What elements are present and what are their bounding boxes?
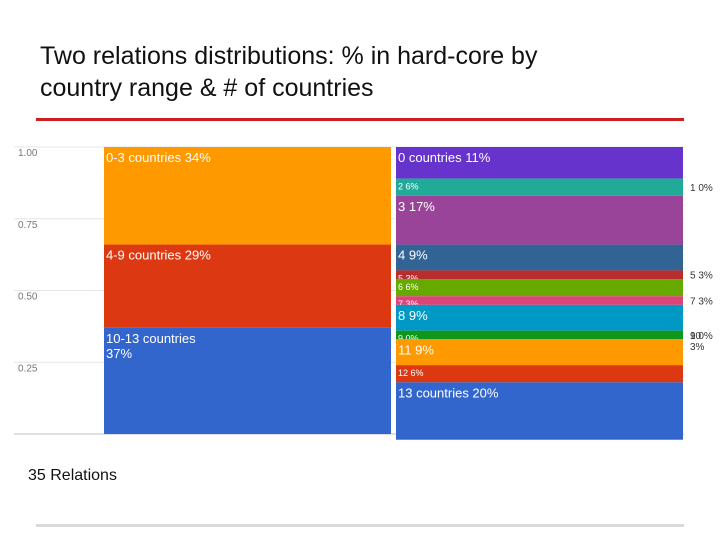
segment-rect (396, 270, 683, 280)
y-tick-label: 1.00 (18, 148, 38, 159)
bar-segment: 11 9% (396, 339, 683, 366)
segment-label: 3 17% (398, 199, 435, 214)
segment-rect (396, 339, 683, 366)
y-tick-label: 0.50 (18, 292, 38, 303)
segment-label: 37% (106, 346, 132, 361)
segment-label: 12 6% (398, 368, 424, 378)
bar-segment: 4 9% (396, 244, 683, 271)
segment-rect (396, 195, 683, 245)
segment-rect (104, 327, 391, 434)
bar-segment: 5 3% (396, 270, 683, 283)
segment-rect (396, 244, 683, 271)
segment-label: 8 9% (398, 308, 428, 323)
segment-rect (396, 365, 683, 383)
segment-label: 10-13 countries (106, 331, 196, 346)
bar-segment: 8 9% (396, 304, 683, 331)
segment-rect (396, 178, 683, 196)
bar-segment: 0 countries 11% (396, 147, 683, 179)
segment-label: 9 0% (398, 334, 419, 344)
segment-rect (104, 244, 391, 328)
segment-side-label: 7 3% (690, 297, 713, 308)
segment-label: 4-9 countries 29% (106, 248, 211, 263)
segment-side-label: 5 3% (690, 271, 713, 282)
y-tick-label: 0.25 (18, 363, 38, 374)
segment-label: 0 countries 11% (398, 150, 491, 165)
segment-side-label: 10 (690, 331, 702, 342)
segment-rect (396, 279, 683, 297)
title-divider (36, 118, 684, 121)
segment-label: 0-3 countries 34% (106, 150, 211, 165)
bar-segment: 4-9 countries 29% (104, 244, 391, 328)
segment-label: 6 6% (398, 282, 419, 292)
segment-side-label: 3% (690, 342, 705, 353)
bar-segment: 0-3 countries 34% (104, 147, 391, 245)
segment-side-label: 9 0% (690, 331, 713, 342)
segment-rect (104, 147, 391, 245)
segment-rect (396, 296, 683, 305)
segment-label: 4 9% (398, 248, 428, 263)
bar-segment: 12 6% (396, 365, 683, 383)
bar-segment: 6 6% (396, 279, 683, 297)
bar-segment: 3 17% (396, 195, 683, 245)
segment-label: 5 3% (398, 273, 419, 283)
segment-label: 13 countries 20% (398, 385, 499, 400)
footer-divider (36, 524, 684, 527)
bar-segment: 2 6% (396, 178, 683, 196)
segment-label: 7 3% (398, 299, 419, 309)
segment-label: 2 6% (398, 182, 419, 192)
bar-segment: 7 3% (396, 296, 683, 309)
bar-segment: 13 countries 20% (396, 382, 683, 440)
chart-title: Two relations distributions: % in hard-c… (40, 42, 538, 102)
segment-label: 11 9% (398, 342, 434, 357)
segment-rect (396, 304, 683, 331)
relations-count-note: 35 Relations (28, 467, 117, 484)
segment-rect (396, 382, 683, 440)
segment-side-label: 1 0% (690, 183, 713, 194)
bar-segment: 9 0% (396, 330, 683, 344)
segment-rect (396, 147, 683, 179)
y-tick-label: 0.75 (18, 220, 38, 231)
segment-rect (396, 330, 683, 340)
